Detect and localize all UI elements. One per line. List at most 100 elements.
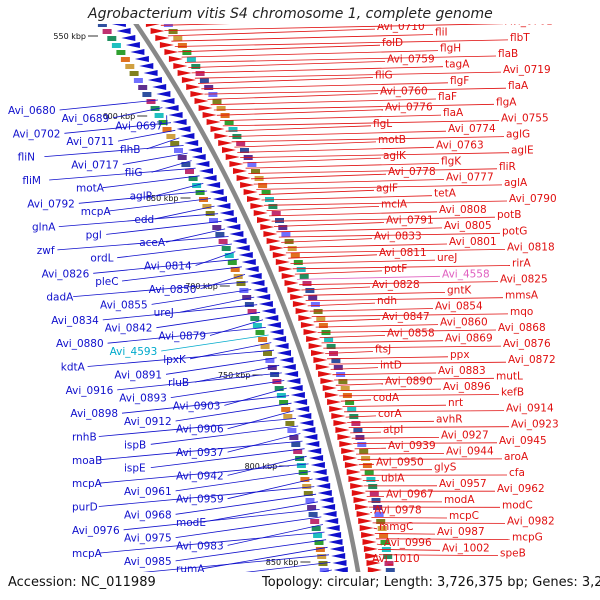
left-gene-label: mcpA <box>81 206 112 218</box>
cog-block-inner <box>307 505 317 510</box>
right-gene-label: Avi_0982 <box>507 515 555 527</box>
left-gene-label: modE <box>176 517 206 529</box>
right-gene-label: Avi_0996 <box>384 537 432 549</box>
cog-block-inner <box>129 71 139 76</box>
reverse-gene-arrow <box>316 483 331 489</box>
left-gene-label: Avi_0985 <box>124 556 172 568</box>
reverse-gene-arrow <box>305 441 320 447</box>
right-gene-label: folD <box>382 37 403 49</box>
right-gene-label: potB <box>497 209 521 221</box>
left-gene-label: Avi_0879 <box>158 331 206 343</box>
reverse-gene-arrow <box>303 434 318 440</box>
reverse-gene-arrow <box>322 511 337 517</box>
right-leader-line <box>204 87 507 95</box>
forward-gene-arrow <box>362 539 377 545</box>
reverse-gene-arrow <box>286 378 301 384</box>
right-leader-line <box>350 431 382 434</box>
cog-block-inner <box>279 400 289 405</box>
right-gene-label: Avi_0801 <box>449 236 497 248</box>
left-leader-line <box>98 531 325 554</box>
cog-block-inner <box>133 78 143 83</box>
right-gene-label: atpI <box>383 424 403 436</box>
forward-gene-arrow <box>218 140 233 146</box>
cog-block-inner <box>313 533 323 538</box>
right-gene-label: Avi_0719 <box>503 64 551 76</box>
right-leader-line <box>353 442 498 444</box>
reverse-gene-arrow <box>116 28 131 34</box>
forward-gene-arrow <box>337 434 352 440</box>
cog-block-inner <box>170 141 180 146</box>
reverse-gene-arrow <box>279 357 294 363</box>
forward-gene-arrow <box>344 462 359 468</box>
left-gene-label: Avi_4593 <box>110 346 158 358</box>
right-gene-label: corA <box>378 408 403 420</box>
forward-gene-arrow <box>250 203 265 209</box>
left-leader-line <box>98 418 297 437</box>
right-gene-label: motB <box>378 134 406 146</box>
reverse-gene-arrow <box>229 231 244 237</box>
right-gene-label: Avi_0825 <box>500 274 548 286</box>
forward-gene-arrow <box>363 546 378 552</box>
forward-gene-arrow <box>333 420 348 426</box>
right-leader-line <box>323 345 502 349</box>
forward-gene-arrow <box>292 301 307 307</box>
reverse-gene-arrow <box>143 70 158 76</box>
cog-block-inner <box>291 442 301 447</box>
right-gene-label: potG <box>502 225 527 237</box>
cog-block-outer <box>362 463 372 468</box>
right-gene-label: aglK <box>383 150 407 162</box>
reverse-gene-arrow <box>299 420 314 426</box>
cog-block-inner <box>302 484 312 489</box>
left-leader-line <box>78 190 208 204</box>
right-leader-line <box>372 522 506 524</box>
cog-block-outer <box>374 512 384 517</box>
forward-gene-arrow <box>320 378 335 384</box>
right-gene-label: mqo <box>510 306 533 318</box>
reverse-gene-arrow <box>209 189 224 195</box>
right-leader-line <box>167 28 376 37</box>
reverse-gene-arrow <box>310 462 325 468</box>
right-leader-line <box>285 249 506 254</box>
right-leader-line <box>315 324 439 328</box>
footer-backdrop <box>0 572 600 600</box>
left-gene-label: pleC <box>95 276 118 288</box>
right-leader-line <box>194 71 502 79</box>
right-gene-label: Avi_0860 <box>440 317 488 329</box>
cog-block-inner <box>150 106 160 111</box>
right-leader-line <box>374 533 436 535</box>
cog-block-outer <box>371 498 381 503</box>
tick-label: 550 kbp <box>53 32 86 41</box>
reverse-gene-arrow <box>281 364 296 370</box>
right-gene-label: aglF <box>376 182 398 194</box>
right-gene-labels: flaAflgEAvi_0761Avi_0710fliIflbTfolDflgH… <box>372 5 559 565</box>
cog-block-outer <box>236 141 246 146</box>
forward-gene-arrow <box>355 504 370 510</box>
forward-gene-arrow <box>225 154 240 160</box>
right-gene-label: Avi_0763 <box>436 139 484 151</box>
right-leader-line <box>198 77 374 84</box>
right-gene-label: rirA <box>512 258 532 270</box>
cog-block-outer <box>186 57 196 62</box>
right-leader-line <box>276 227 443 233</box>
forward-gene-arrow <box>278 266 293 272</box>
forward-gene-arrow <box>346 469 361 475</box>
left-leader-line <box>209 319 264 336</box>
left-leader-line <box>121 266 242 282</box>
right-leader-line <box>222 120 500 127</box>
right-gene-label: flaA <box>508 80 529 92</box>
cog-block-inner <box>293 449 303 454</box>
cog-block-inner <box>181 162 191 167</box>
cog-block-inner <box>224 253 234 258</box>
cog-block-inner <box>252 323 262 328</box>
forward-gene-arrow <box>290 294 305 300</box>
cog-block-outer <box>195 71 205 76</box>
right-gene-label: Avi_0833 <box>374 231 422 243</box>
right-leader-line <box>281 238 373 243</box>
right-gene-label: Avi_0760 <box>380 86 428 98</box>
forward-gene-arrow <box>186 84 201 90</box>
reverse-gene-arrow <box>176 126 191 132</box>
left-leader-line <box>122 152 188 165</box>
forward-gene-arrow <box>350 483 365 489</box>
cog-block-inner <box>162 127 172 132</box>
reverse-gene-arrow <box>238 252 253 258</box>
